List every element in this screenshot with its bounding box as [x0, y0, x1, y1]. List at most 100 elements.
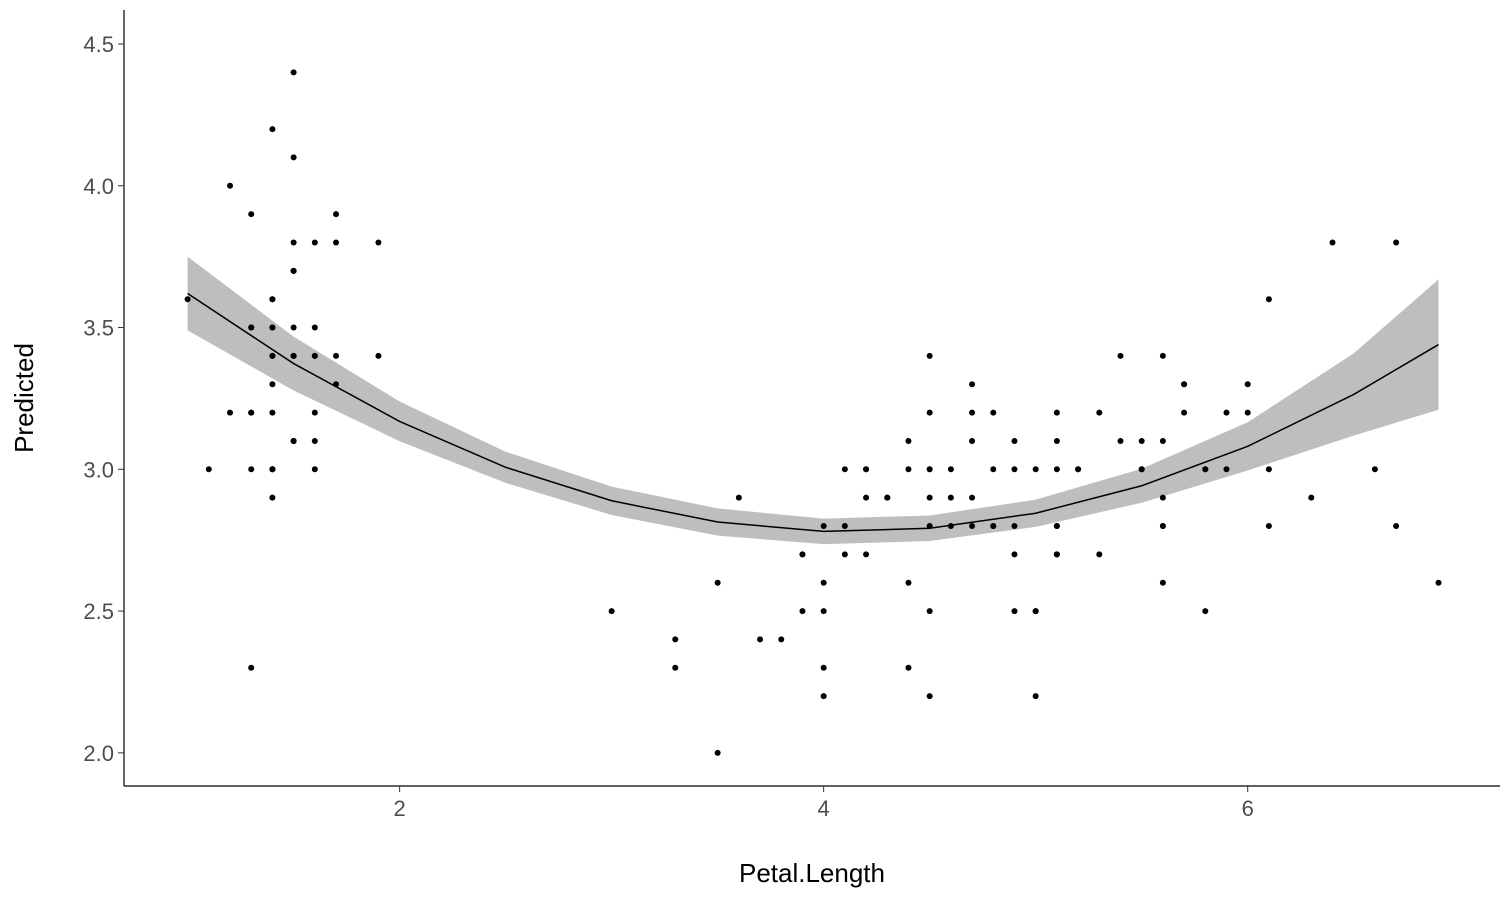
- data-point: [927, 693, 933, 699]
- data-point: [884, 495, 890, 501]
- data-point: [969, 438, 975, 444]
- data-point: [778, 636, 784, 642]
- data-point: [1223, 466, 1229, 472]
- data-point: [821, 608, 827, 614]
- data-point: [312, 239, 318, 245]
- y-tick-label: 3.0: [83, 457, 114, 482]
- data-point: [969, 410, 975, 416]
- data-point: [821, 580, 827, 586]
- data-point: [1096, 410, 1102, 416]
- data-point: [1033, 608, 1039, 614]
- data-point: [1393, 523, 1399, 529]
- x-tick-label: 6: [1242, 796, 1254, 821]
- data-point: [799, 551, 805, 557]
- data-point: [927, 495, 933, 501]
- data-point: [227, 183, 233, 189]
- data-point: [1181, 381, 1187, 387]
- scatter-chart: 246 2.02.53.03.54.04.5 Petal.Length Pred…: [0, 0, 1512, 900]
- data-point: [927, 608, 933, 614]
- data-point: [248, 211, 254, 217]
- data-point: [1139, 466, 1145, 472]
- data-point: [1054, 551, 1060, 557]
- data-point: [927, 410, 933, 416]
- data-point: [333, 239, 339, 245]
- data-point: [1096, 551, 1102, 557]
- data-point: [1181, 410, 1187, 416]
- data-point: [1160, 523, 1166, 529]
- data-point: [1011, 523, 1017, 529]
- data-point: [905, 665, 911, 671]
- data-point: [291, 325, 297, 331]
- data-point: [312, 325, 318, 331]
- data-point: [863, 495, 869, 501]
- data-point: [312, 353, 318, 359]
- data-point: [863, 551, 869, 557]
- data-point: [1436, 580, 1442, 586]
- data-point: [905, 580, 911, 586]
- data-point: [1117, 353, 1123, 359]
- data-point: [291, 239, 297, 245]
- data-point: [1160, 438, 1166, 444]
- data-point: [1054, 410, 1060, 416]
- data-point: [291, 353, 297, 359]
- data-point: [291, 69, 297, 75]
- data-point: [948, 495, 954, 501]
- y-tick-label: 4.5: [83, 32, 114, 57]
- data-point: [948, 466, 954, 472]
- data-point: [291, 438, 297, 444]
- data-point: [269, 495, 275, 501]
- data-point: [248, 665, 254, 671]
- data-point: [990, 410, 996, 416]
- data-point: [863, 466, 869, 472]
- data-point: [842, 551, 848, 557]
- x-axis-label: Petal.Length: [739, 858, 885, 888]
- data-point: [227, 410, 233, 416]
- y-tick-label: 3.5: [83, 316, 114, 341]
- data-point: [990, 466, 996, 472]
- data-point: [1160, 353, 1166, 359]
- data-point: [905, 438, 911, 444]
- data-point: [1202, 608, 1208, 614]
- data-point: [672, 665, 678, 671]
- y-ticks: 2.02.53.03.54.04.5: [83, 32, 124, 766]
- data-point: [927, 353, 933, 359]
- data-point: [1011, 551, 1017, 557]
- data-point: [291, 154, 297, 160]
- data-point: [969, 523, 975, 529]
- data-point: [206, 466, 212, 472]
- data-point: [905, 466, 911, 472]
- data-point: [821, 693, 827, 699]
- y-tick-label: 2.5: [83, 599, 114, 624]
- data-point: [969, 495, 975, 501]
- data-point: [1011, 438, 1017, 444]
- confidence-band: [188, 257, 1439, 544]
- data-point: [312, 466, 318, 472]
- data-point: [757, 636, 763, 642]
- data-point: [1266, 466, 1272, 472]
- data-point: [672, 636, 678, 642]
- data-point: [269, 353, 275, 359]
- data-point: [269, 325, 275, 331]
- data-point: [248, 410, 254, 416]
- data-point: [1266, 523, 1272, 529]
- data-point: [269, 126, 275, 132]
- data-point: [1033, 466, 1039, 472]
- data-point: [969, 381, 975, 387]
- data-point: [248, 466, 254, 472]
- data-point: [1160, 495, 1166, 501]
- data-point: [927, 466, 933, 472]
- data-point: [799, 608, 805, 614]
- confidence-band-layer: [188, 257, 1439, 544]
- data-point: [842, 523, 848, 529]
- data-point: [1033, 693, 1039, 699]
- data-point: [1011, 608, 1017, 614]
- data-point: [821, 665, 827, 671]
- data-point: [1393, 239, 1399, 245]
- x-ticks: 246: [393, 786, 1253, 821]
- x-tick-label: 4: [818, 796, 830, 821]
- y-tick-label: 2.0: [83, 741, 114, 766]
- data-point: [1308, 495, 1314, 501]
- data-point: [269, 410, 275, 416]
- data-point: [1223, 410, 1229, 416]
- data-point: [990, 523, 996, 529]
